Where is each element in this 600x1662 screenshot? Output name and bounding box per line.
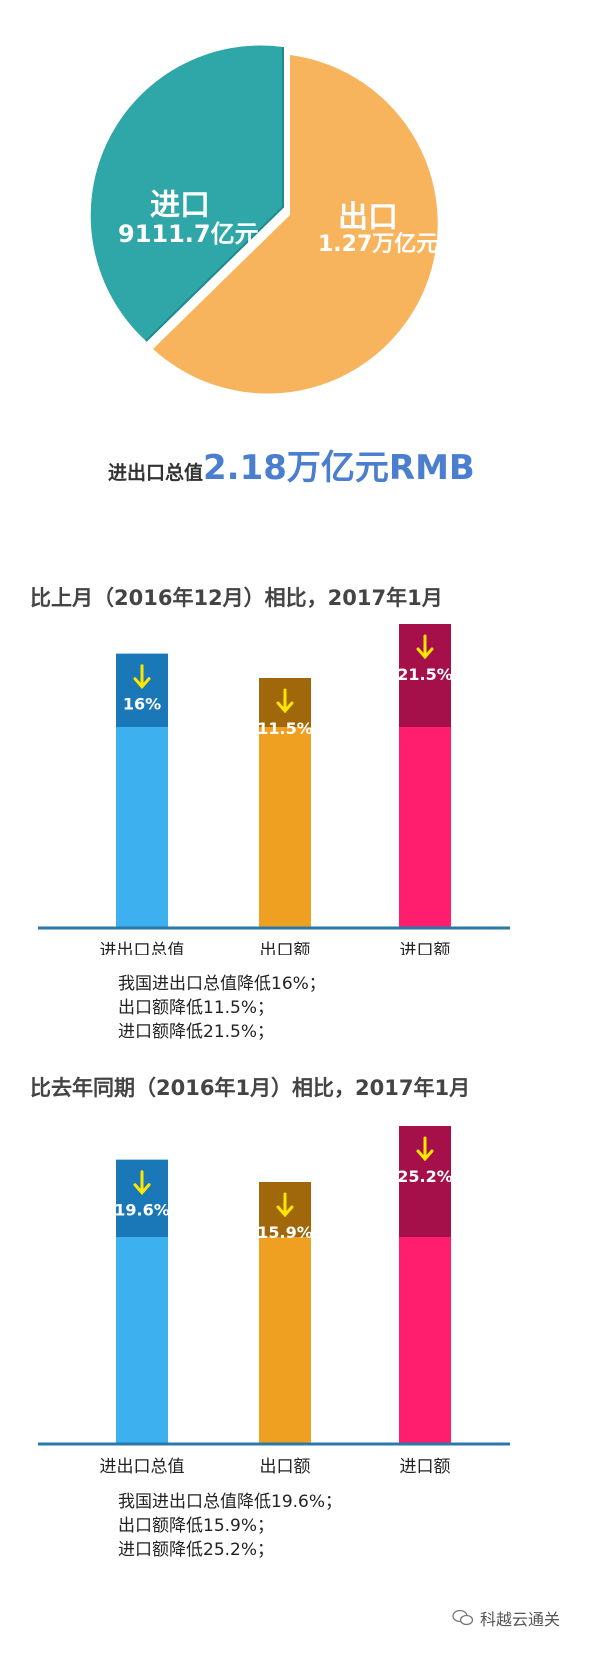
bar-value-label: 21.5%	[397, 665, 453, 684]
note-line: 我国进出口总值降低19.6%；	[118, 1492, 343, 1512]
total-summary: 进出口总值2.18万亿元RMB	[108, 440, 475, 489]
bar-chart-month: 16% 进出口总值 11.5% 出口额 21.5% 进口额	[38, 624, 510, 955]
note-line: 进口额降低21.5%；	[118, 1022, 275, 1042]
down-arrow-icon	[276, 688, 294, 714]
bar-value-label: 25.2%	[397, 1167, 453, 1186]
pie-chart	[90, 45, 438, 394]
total-value: 2.18万亿元RMB	[203, 448, 475, 488]
note-line: 进口额降低25.2%；	[118, 1540, 275, 1560]
chart2-notes: 我国进出口总值降低19.6%； 出口额降低15.9%； 进口额降低25.2%；	[118, 1490, 342, 1562]
category-label: 出口额	[260, 941, 311, 955]
pie-slice-import	[90, 45, 283, 342]
wechat-icon	[452, 1609, 474, 1626]
category-label: 出口额	[260, 1457, 311, 1477]
chart2-title: 比去年同期（2016年1月）相比，2017年1月	[30, 1076, 471, 1100]
note-line: 出口额降低15.9%；	[118, 1516, 275, 1536]
down-arrow-icon	[133, 664, 151, 689]
pie-slice-import-edge	[145, 47, 284, 342]
category-label: 进出口总值	[100, 1457, 185, 1477]
export-value: 1.27万亿元	[318, 232, 439, 257]
chart1-title: 比上月（2016年12月）相比，2017年1月	[30, 586, 443, 610]
category-label: 进出口总值	[100, 941, 185, 955]
import-value: 9111.7亿元	[118, 220, 259, 248]
note-line: 出口额降低11.5%；	[118, 998, 275, 1018]
pie-slice-export	[153, 55, 438, 394]
note-line: 我国进出口总值降低16%；	[118, 974, 326, 994]
watermark: 科越云通关	[452, 1606, 560, 1630]
category-label: 进口额	[400, 941, 451, 955]
bar-value-label: 16%	[123, 695, 161, 714]
export-label: 出口	[338, 200, 398, 235]
chart1-notes: 我国进出口总值降低16%； 出口额降低11.5%； 进口额降低21.5%；	[118, 972, 326, 1044]
down-arrow-icon	[416, 1136, 434, 1162]
bar-value-label: 19.6%	[114, 1201, 170, 1220]
watermark-text: 科越云通关	[480, 1610, 561, 1629]
down-arrow-icon	[276, 1192, 294, 1218]
import-label: 进口	[150, 188, 210, 223]
down-arrow-icon	[133, 1170, 151, 1195]
bar-chart-year: 19.6% 进出口总值 15.9% 出口额 25.2% 进口额	[38, 1126, 510, 1477]
bar-value-label: 15.9%	[257, 1223, 313, 1242]
down-arrow-icon	[416, 634, 434, 660]
total-label: 进出口总值	[108, 462, 204, 484]
category-label: 进口额	[400, 1457, 451, 1477]
bar-value-label: 11.5%	[257, 719, 313, 738]
